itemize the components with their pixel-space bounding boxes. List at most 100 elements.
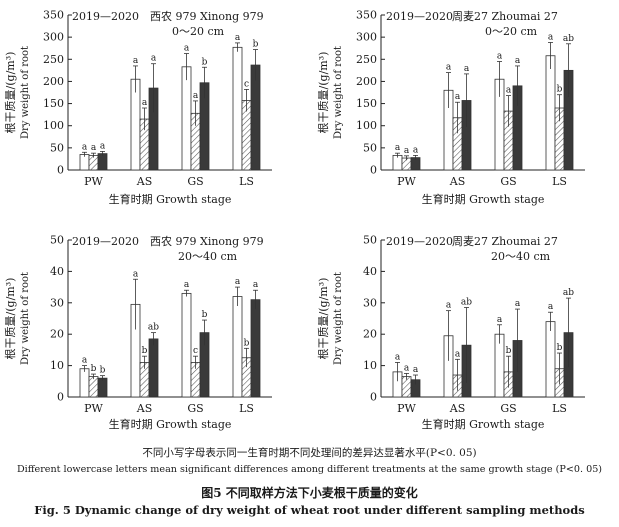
bar-series-3-PW [97,153,108,171]
figure-note-en: Different lowercase letters mean signifi… [16,464,603,475]
significance-letter: a [133,269,139,279]
significance-letter: b [557,85,563,95]
significance-letter: ab [563,34,574,44]
x-tick-label: AS [449,402,465,415]
y-tick-label: 150 [356,97,377,110]
significance-letter: c [193,346,198,356]
significance-letter: a [395,143,401,153]
bar-series-3-LS [250,299,261,398]
significance-letter: a [413,145,419,155]
significance-letter: a [82,142,88,152]
significance-letter: a [100,141,106,151]
y-tick-label: 50 [363,234,377,247]
y-axis-label-cn: 根干质量/(g/m³) [3,52,17,134]
x-tick-label: GS [187,175,203,188]
significance-letter: a [497,315,503,325]
significance-letter: a [91,143,97,153]
x-tick-label: PW [84,175,103,188]
y-axis-label-en: Dry weight of root [333,46,344,139]
significance-letter: a [506,86,512,96]
panel-variety: 周麦27 Zhoumai 27 [452,10,558,23]
panel-depth: 20～40 cm [491,250,551,263]
y-tick-label: 300 [43,31,64,44]
significance-letter: b [253,40,259,50]
y-tick-label: 0 [370,391,377,404]
y-tick-label: 50 [363,141,377,154]
significance-letter: a [515,56,521,66]
bar-series-1-LS [545,321,556,398]
y-tick-label: 250 [43,53,64,66]
significance-letter: a [404,363,410,373]
significance-letter: a [548,32,554,42]
panel-depth: 0～20 cm [485,25,538,38]
bar-series-1-LS [545,55,556,171]
panel-depth: 0～20 cm [172,25,225,38]
significance-letter: a [133,56,139,66]
x-tick-label: GS [500,175,516,188]
significance-letter: a [455,92,461,102]
x-tick-label: AS [136,402,152,415]
y-tick-label: 200 [356,75,377,88]
significance-letter: a [151,54,157,64]
bar-series-2-PW [88,376,99,398]
y-axis-label-cn: 根干质量/(g/m³) [316,278,330,360]
bar-series-1-GS [181,292,192,398]
significance-letter: a [497,52,503,62]
y-tick-label: 30 [363,296,377,309]
bar-series-1-PW [79,154,90,171]
significance-letter: a [464,64,470,74]
x-tick-label: PW [397,175,416,188]
significance-letter: ab [148,323,159,333]
panel-variety: 西农 979 Xinong 979 [150,234,264,248]
x-tick-label: PW [84,402,103,415]
y-tick-label: 0 [57,164,64,177]
y-tick-label: 50 [50,234,64,247]
significance-letter: b [506,346,512,356]
x-tick-label: AS [136,175,152,188]
bar-series-3-PW [97,377,108,398]
x-tick-label: LS [552,175,567,188]
y-axis-label-en: Dry weight of root [20,272,31,365]
significance-letter: b [91,364,97,374]
significance-letter: b [244,338,250,348]
y-axis-label-cn: 根干质量/(g/m³) [3,278,17,360]
y-axis-label-cn: 根干质量/(g/m³) [316,52,330,134]
y-tick-label: 300 [356,31,377,44]
y-axis-label-en: Dry weight of root [20,46,31,139]
significance-letter: ab [563,288,574,298]
significance-letter: a [82,356,88,366]
significance-letter: a [395,352,401,362]
bar-series-1-PW [79,368,90,398]
significance-letter: c [244,79,249,89]
significance-letter: b [202,57,208,67]
significance-letter: a [413,365,419,375]
significance-letter: a [455,349,461,359]
panel-variety: 西农 979 Xinong 979 [150,9,264,23]
significance-letter: a [446,301,452,311]
y-tick-label: 100 [43,119,64,132]
y-tick-label: 20 [363,328,377,341]
x-tick-label: LS [239,175,254,188]
y-tick-label: 10 [50,359,64,372]
figure-note-cn: 不同小写字母表示同一生育时期不同处理间的差异达显著水平(P<0. 05) [142,447,477,459]
significance-letter: a [184,44,190,54]
figure-title-en: Fig. 5 Dynamic change of dry weight of w… [34,503,585,517]
x-axis-label: 生育时期 Growth stage [422,417,545,431]
x-tick-label: PW [397,402,416,415]
significance-letter: b [142,346,148,356]
significance-letter: b [202,310,208,320]
y-tick-label: 250 [356,53,377,66]
significance-letter: a [253,280,259,290]
significance-letter: a [404,146,410,156]
bar-series-1-AS [130,78,141,171]
x-tick-label: AS [449,175,465,188]
y-tick-label: 100 [356,119,377,132]
significance-letter: a [548,302,554,312]
significance-letter: a [235,33,241,43]
significance-letter: a [184,280,190,290]
